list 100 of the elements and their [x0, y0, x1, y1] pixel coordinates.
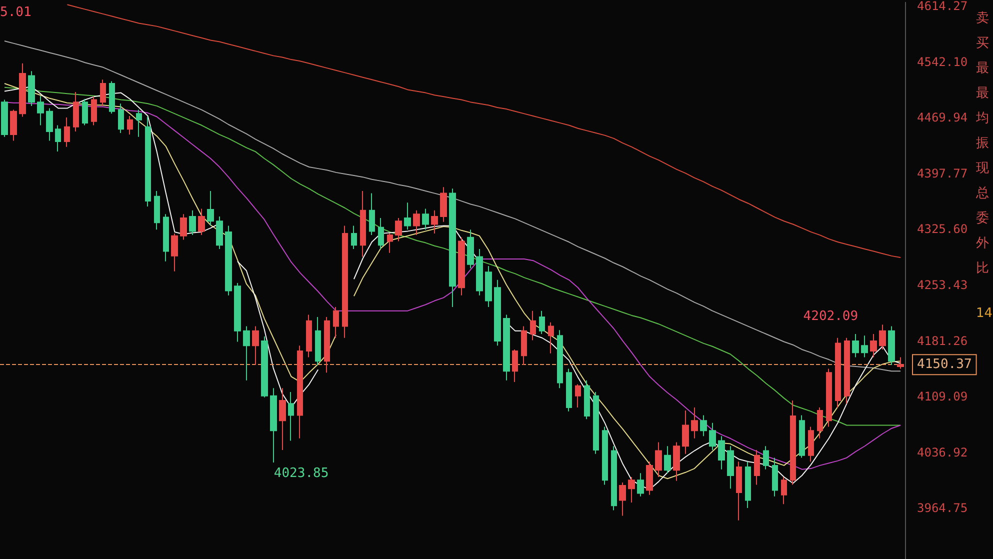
candlestick	[440, 186, 447, 222]
candlestick	[602, 426, 608, 486]
candlestick	[521, 326, 527, 366]
candlestick	[279, 388, 286, 450]
candlestick	[91, 96, 97, 126]
candlestick	[682, 410, 689, 454]
candlestick	[628, 476, 635, 504]
candlestick	[46, 108, 53, 142]
candlestick	[261, 336, 268, 398]
candlestick	[799, 414, 805, 458]
ref-line-label: 4150.37	[917, 357, 972, 372]
candlestick	[539, 310, 545, 335]
candlestick	[64, 117, 70, 148]
text: 委	[976, 211, 989, 226]
candlestick	[897, 356, 904, 370]
candlestick	[566, 368, 572, 412]
text: 卖	[976, 11, 989, 26]
candlestick	[378, 218, 384, 250]
candlestick	[1, 99, 8, 138]
candlestick	[673, 442, 680, 482]
candlestick	[754, 449, 760, 486]
candlestick	[691, 406, 698, 439]
candlestick	[817, 406, 823, 439]
candlestick	[387, 233, 393, 254]
candlestick	[637, 472, 644, 497]
text: 14	[976, 306, 993, 321]
candlestick	[73, 92, 79, 132]
candlestick	[494, 279, 501, 346]
candlestick	[835, 337, 841, 408]
candlestick	[467, 229, 474, 269]
candlestick	[619, 482, 626, 516]
candlestick	[145, 116, 151, 207]
candlestick	[270, 388, 277, 463]
candlestick	[736, 461, 742, 521]
text: 最	[976, 86, 989, 101]
text: 外	[976, 236, 989, 251]
candlestick	[297, 345, 303, 439]
candlestick	[342, 225, 348, 338]
candlestick	[826, 368, 832, 428]
candlestick	[127, 115, 133, 136]
candlestick	[844, 337, 850, 404]
candlestick	[861, 335, 868, 358]
candlestick	[180, 214, 187, 240]
candlestick	[476, 248, 483, 296]
y-tick-label: 4181.26	[917, 334, 968, 348]
candlestick	[243, 326, 250, 381]
y-tick-label: 4397.77	[917, 166, 968, 180]
candlestick	[709, 422, 716, 450]
y-tick-label: 4109.09	[917, 390, 968, 404]
candlestick	[431, 210, 438, 234]
text: 现	[976, 161, 989, 176]
annotation: 4023.85	[274, 466, 329, 481]
candlestick	[512, 348, 518, 382]
candlestick	[718, 436, 725, 470]
candlestick	[19, 62, 26, 118]
candlestick	[781, 476, 787, 505]
candlestick	[593, 392, 599, 454]
candlestick	[655, 442, 662, 478]
candlestick	[306, 314, 312, 358]
candlestick	[503, 314, 510, 381]
candlestick	[100, 79, 106, 106]
y-tick-label: 4542.10	[917, 54, 968, 69]
text: 均	[975, 111, 989, 126]
line-series	[66, 4, 902, 258]
candlestick	[790, 400, 796, 486]
candlestick	[395, 218, 402, 242]
candlestick	[458, 236, 465, 296]
candlestick	[449, 188, 456, 308]
candlestick	[351, 225, 357, 250]
candlestick	[413, 210, 420, 236]
y-tick-label: 4036.92	[917, 445, 968, 460]
candlestick	[485, 265, 492, 308]
candlestick	[772, 457, 778, 497]
text: 总	[975, 186, 989, 201]
text: 比	[976, 261, 989, 276]
candlestick	[584, 380, 590, 420]
candlestick	[700, 414, 707, 437]
candlestick	[55, 124, 61, 152]
candlestick	[745, 461, 751, 508]
candlestick	[808, 426, 814, 462]
y-tick-label: 4325.60	[917, 222, 968, 236]
candlestick	[136, 109, 142, 138]
candlestick	[198, 208, 205, 236]
y-tick-label: 4253.43	[917, 278, 968, 292]
candlestick	[404, 202, 411, 230]
text: 振	[976, 136, 989, 151]
candlestick	[530, 310, 536, 341]
candlestick	[888, 326, 895, 366]
candlestick	[575, 384, 581, 408]
candlestick	[727, 446, 734, 490]
text: 买	[976, 36, 989, 51]
candlestick	[154, 190, 160, 230]
candlestick	[207, 190, 214, 226]
candlestick	[879, 324, 886, 350]
candlestick	[234, 282, 241, 342]
candlestick	[369, 192, 375, 236]
candlestick	[548, 322, 554, 354]
candlestick	[333, 306, 339, 338]
candlestick	[611, 446, 617, 511]
candlestick	[37, 95, 44, 126]
